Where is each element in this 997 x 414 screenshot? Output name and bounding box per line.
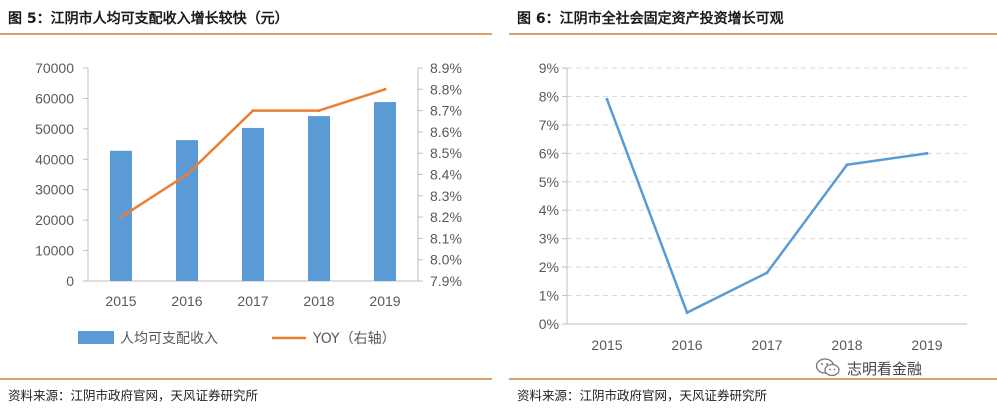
y-tick-label: 0%	[539, 316, 559, 332]
left-y-tick-label: 0	[66, 273, 74, 289]
x-tick-label: 2017	[751, 337, 782, 353]
y-tick-label: 3%	[539, 231, 559, 247]
figure-5-panel: 图 5：江阴市人均可支配收入增长较快（元） 0 10000 20000 30000 40…	[0, 0, 492, 414]
x-tick-label: 2018	[831, 337, 862, 353]
figure-6-chart: 0% 1% 2% 3% 4% 5% 6% 7% 8% 9% 2015 2016 2017 2018 2019	[539, 60, 967, 353]
right-y-tick-label: 8.0%	[430, 252, 462, 268]
watermark: 志明看金融	[815, 356, 922, 380]
y-tick-label: 4%	[539, 202, 559, 218]
right-y-tick-label: 8.1%	[430, 230, 462, 246]
wechat-chat-bubbles-icon	[815, 358, 840, 377]
figure-6-panel: 图 6：江阴市全社会固定资产投资增长可观 0% 1% 2% 3% 4% 5% 6% 7% 8% 9…	[509, 0, 997, 414]
investment-growth-line	[605, 98, 929, 314]
y-tick-label: 6%	[539, 145, 559, 161]
investment-growth-point	[765, 271, 769, 275]
figure-5-bottom-rule	[0, 378, 492, 380]
x-tick-label: 2019	[911, 337, 942, 353]
legend-bar-swatch	[78, 331, 114, 344]
left-y-tick-label: 40000	[35, 151, 74, 167]
figure-6-top-rule	[509, 33, 997, 35]
income-bar	[242, 127, 264, 282]
right-y-tick-label: 8.3%	[430, 188, 462, 204]
figure-5-source: 资料来源：江阴市政府官网，天风证券研究所	[8, 388, 259, 403]
yoy-point	[317, 109, 321, 113]
income-bar	[374, 102, 396, 281]
figure-5-chart: 0 10000 20000 30000 40000 50000 60000 70000 7.9%…	[35, 60, 462, 347]
investment-growth-point	[685, 311, 689, 315]
right-y-tick-label: 8.4%	[430, 167, 462, 183]
yoy-point	[383, 87, 387, 91]
figure-6-source: 资料来源：江阴市政府官网，天风证券研究所	[517, 388, 768, 403]
income-bar	[176, 140, 198, 281]
figure-5-top-rule	[0, 33, 492, 35]
figure-5-title: 图 5：江阴市人均可支配收入增长较快（元）	[8, 11, 289, 27]
right-y-tick-label: 8.9%	[430, 60, 462, 76]
y-tick-label: 5%	[539, 174, 559, 190]
y-tick-label: 1%	[539, 288, 559, 304]
left-y-tick-label: 50000	[35, 121, 74, 137]
figure-6-title: 图 6：江阴市全社会固定资产投资增长可观	[517, 11, 784, 27]
left-y-tick-label: 60000	[35, 90, 74, 106]
yoy-point	[185, 173, 189, 176]
x-tick-label: 2018	[303, 293, 334, 309]
yoy-point	[119, 215, 123, 219]
y-tick-label: 8%	[539, 88, 559, 104]
left-y-tick-label: 10000	[35, 243, 74, 259]
right-y-tick-label: 8.6%	[430, 124, 462, 140]
y-tick-label: 9%	[539, 60, 559, 76]
x-tick-label: 2019	[369, 293, 400, 309]
x-tick-label: 2016	[671, 337, 702, 353]
legend-bar-label: 人均可支配收入	[120, 331, 218, 347]
right-y-tick-label: 8.5%	[430, 145, 462, 161]
yoy-point	[251, 109, 255, 113]
left-y-tick-label: 70000	[35, 60, 74, 76]
x-tick-label: 2015	[591, 337, 622, 353]
left-y-tick-label: 20000	[35, 212, 74, 228]
right-y-tick-label: 8.7%	[430, 103, 462, 119]
y-tick-label: 2%	[539, 259, 559, 275]
investment-growth-point	[605, 97, 609, 101]
right-y-tick-label: 8.2%	[430, 209, 462, 225]
left-y-tick-label: 30000	[35, 182, 74, 198]
income-bar	[308, 116, 330, 281]
investment-growth-point	[845, 163, 849, 167]
x-tick-label: 2017	[237, 293, 268, 309]
x-tick-label: 2015	[105, 293, 136, 309]
investment-growth-point	[925, 151, 929, 155]
x-tick-label: 2016	[171, 293, 202, 309]
legend-line-label: YOY（右轴）	[312, 331, 396, 347]
y-tick-label: 7%	[539, 117, 559, 133]
figure-6-bottom-rule	[509, 378, 997, 380]
right-y-tick-label: 8.8%	[430, 81, 462, 97]
right-y-tick-label: 7.9%	[430, 273, 462, 289]
watermark-text: 志明看金融	[847, 359, 923, 378]
